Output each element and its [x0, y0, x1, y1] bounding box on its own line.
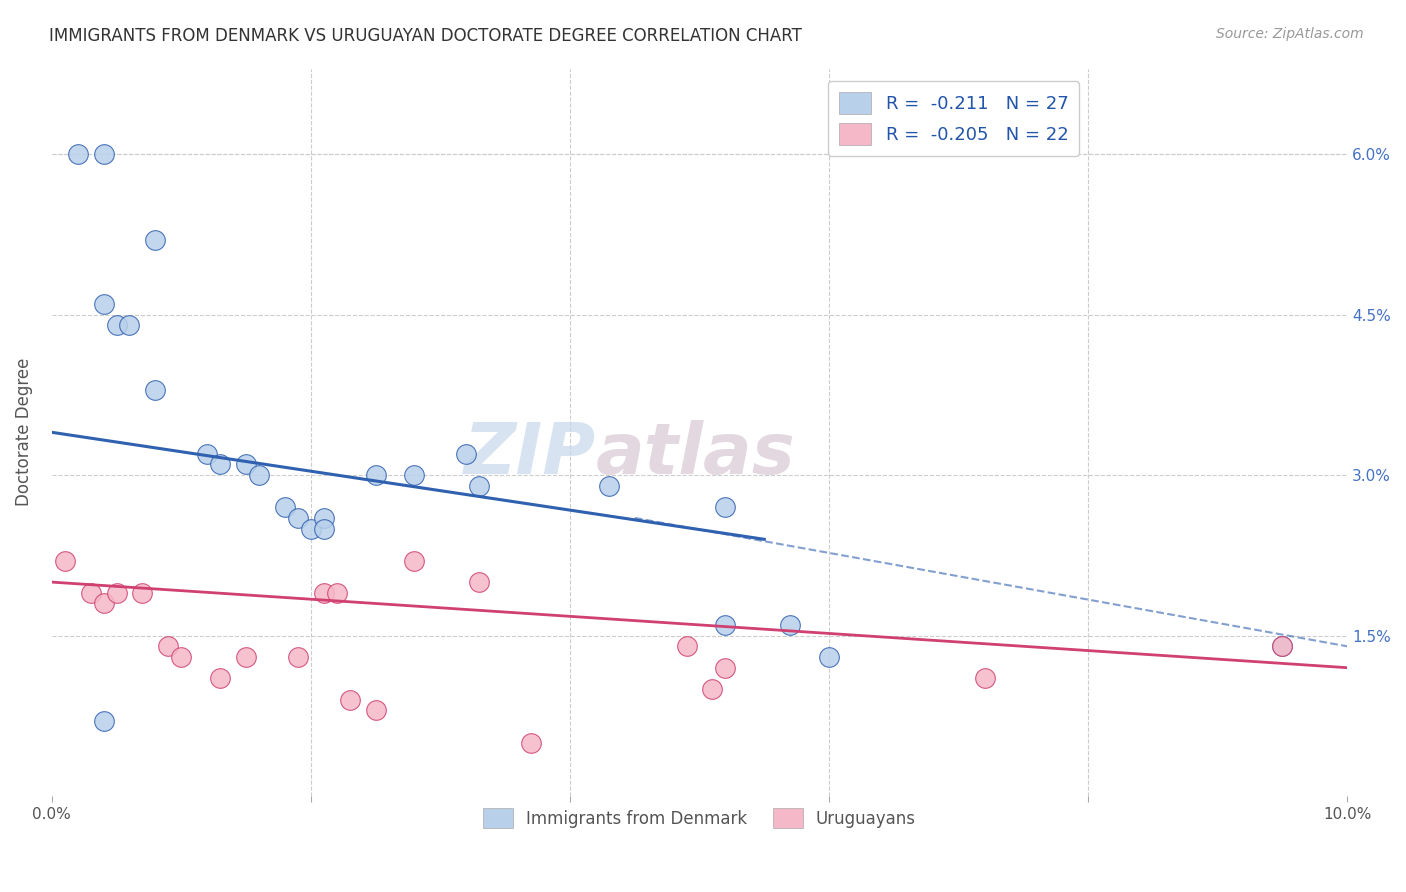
Point [299, 522, 322, 536]
Point [195, 447, 218, 461]
Point [53, 554, 76, 568]
Point [973, 672, 995, 686]
Point [312, 586, 335, 600]
Text: atlas: atlas [596, 419, 796, 489]
Point [145, 233, 167, 247]
Point [157, 640, 180, 654]
Point [79, 586, 101, 600]
Point [818, 650, 841, 665]
Point [105, 318, 128, 333]
Point [468, 479, 491, 493]
Point [468, 575, 491, 590]
Point [456, 447, 478, 461]
Point [520, 736, 543, 750]
Point [326, 586, 349, 600]
Text: Source: ZipAtlas.com: Source: ZipAtlas.com [1216, 27, 1364, 41]
Point [131, 586, 153, 600]
Y-axis label: Doctorate Degree: Doctorate Degree [15, 358, 32, 507]
Point [364, 704, 387, 718]
Point [1271, 640, 1294, 654]
Point [209, 672, 232, 686]
Legend: Immigrants from Denmark, Uruguayans: Immigrants from Denmark, Uruguayans [477, 801, 922, 835]
Point [118, 318, 141, 333]
Point [779, 618, 801, 632]
Point [93, 297, 115, 311]
Point [312, 522, 335, 536]
Point [702, 682, 724, 697]
Point [1271, 640, 1294, 654]
Point [404, 554, 426, 568]
Point [287, 650, 309, 665]
Point [364, 468, 387, 483]
Point [714, 618, 737, 632]
Point [339, 693, 361, 707]
Point [404, 468, 426, 483]
Point [66, 147, 89, 161]
Point [209, 458, 232, 472]
Point [714, 661, 737, 675]
Point [145, 383, 167, 397]
Text: ZIP: ZIP [464, 419, 596, 489]
Point [235, 650, 257, 665]
Point [714, 500, 737, 515]
Point [93, 147, 115, 161]
Point [105, 586, 128, 600]
Point [247, 468, 270, 483]
Point [287, 511, 309, 525]
Point [93, 597, 115, 611]
Point [93, 714, 115, 729]
Point [312, 511, 335, 525]
Point [170, 650, 193, 665]
Point [235, 458, 257, 472]
Point [675, 640, 697, 654]
Point [598, 479, 620, 493]
Text: IMMIGRANTS FROM DENMARK VS URUGUAYAN DOCTORATE DEGREE CORRELATION CHART: IMMIGRANTS FROM DENMARK VS URUGUAYAN DOC… [49, 27, 801, 45]
Point [274, 500, 297, 515]
